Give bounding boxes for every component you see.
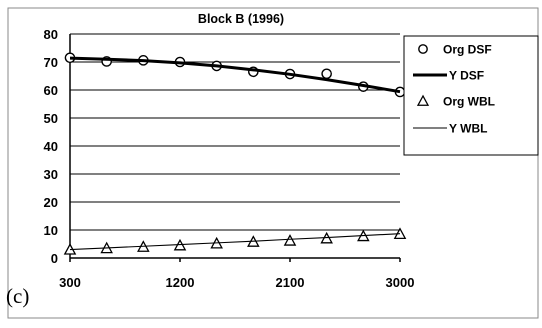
y-tick-label: 20: [44, 195, 58, 210]
y-tick-label: 30: [44, 167, 58, 182]
legend-label: Y WBL: [449, 122, 487, 136]
legend-box: [403, 35, 539, 156]
chart-frame: [7, 7, 539, 319]
data-point-org-dsf: [321, 68, 332, 80]
legend-swatch-circle: [418, 44, 428, 54]
y-tick-label: 50: [44, 111, 58, 126]
y-tick-label: 0: [51, 251, 58, 266]
x-tick-label: 2100: [276, 275, 305, 290]
data-point-org-wbl: [283, 234, 297, 246]
x-tick-label: 1200: [166, 275, 195, 290]
y-tick-label: 60: [44, 83, 58, 98]
grid-layer: [70, 33, 400, 231]
panel-label: (c): [6, 284, 29, 308]
series-line-y-wbl: [69, 233, 401, 251]
legend-label: Y DSF: [449, 69, 484, 83]
series-layer: [63, 52, 407, 255]
x-tick-label: 3000: [386, 275, 415, 290]
y-tick-label: 70: [44, 55, 58, 70]
y-tick-label: 40: [44, 139, 58, 154]
y-tick-label: 10: [44, 223, 58, 238]
legend-swatch-triangle: [416, 94, 430, 106]
series-line-y-dsf: [69, 56, 401, 94]
chart-title: Block B (1996): [198, 12, 284, 26]
legend-label: Org DSF: [443, 43, 492, 57]
x-tick-label: 300: [59, 275, 81, 290]
axis-layer: 0 10 20 30 40 50 60 70 80 300 1200 2100 3000: [44, 27, 415, 290]
legend-label: Org WBL: [443, 95, 495, 109]
legend: Org DSF Y DSF Org WBL Y WBL: [403, 35, 539, 156]
y-tick-label: 80: [44, 27, 58, 42]
